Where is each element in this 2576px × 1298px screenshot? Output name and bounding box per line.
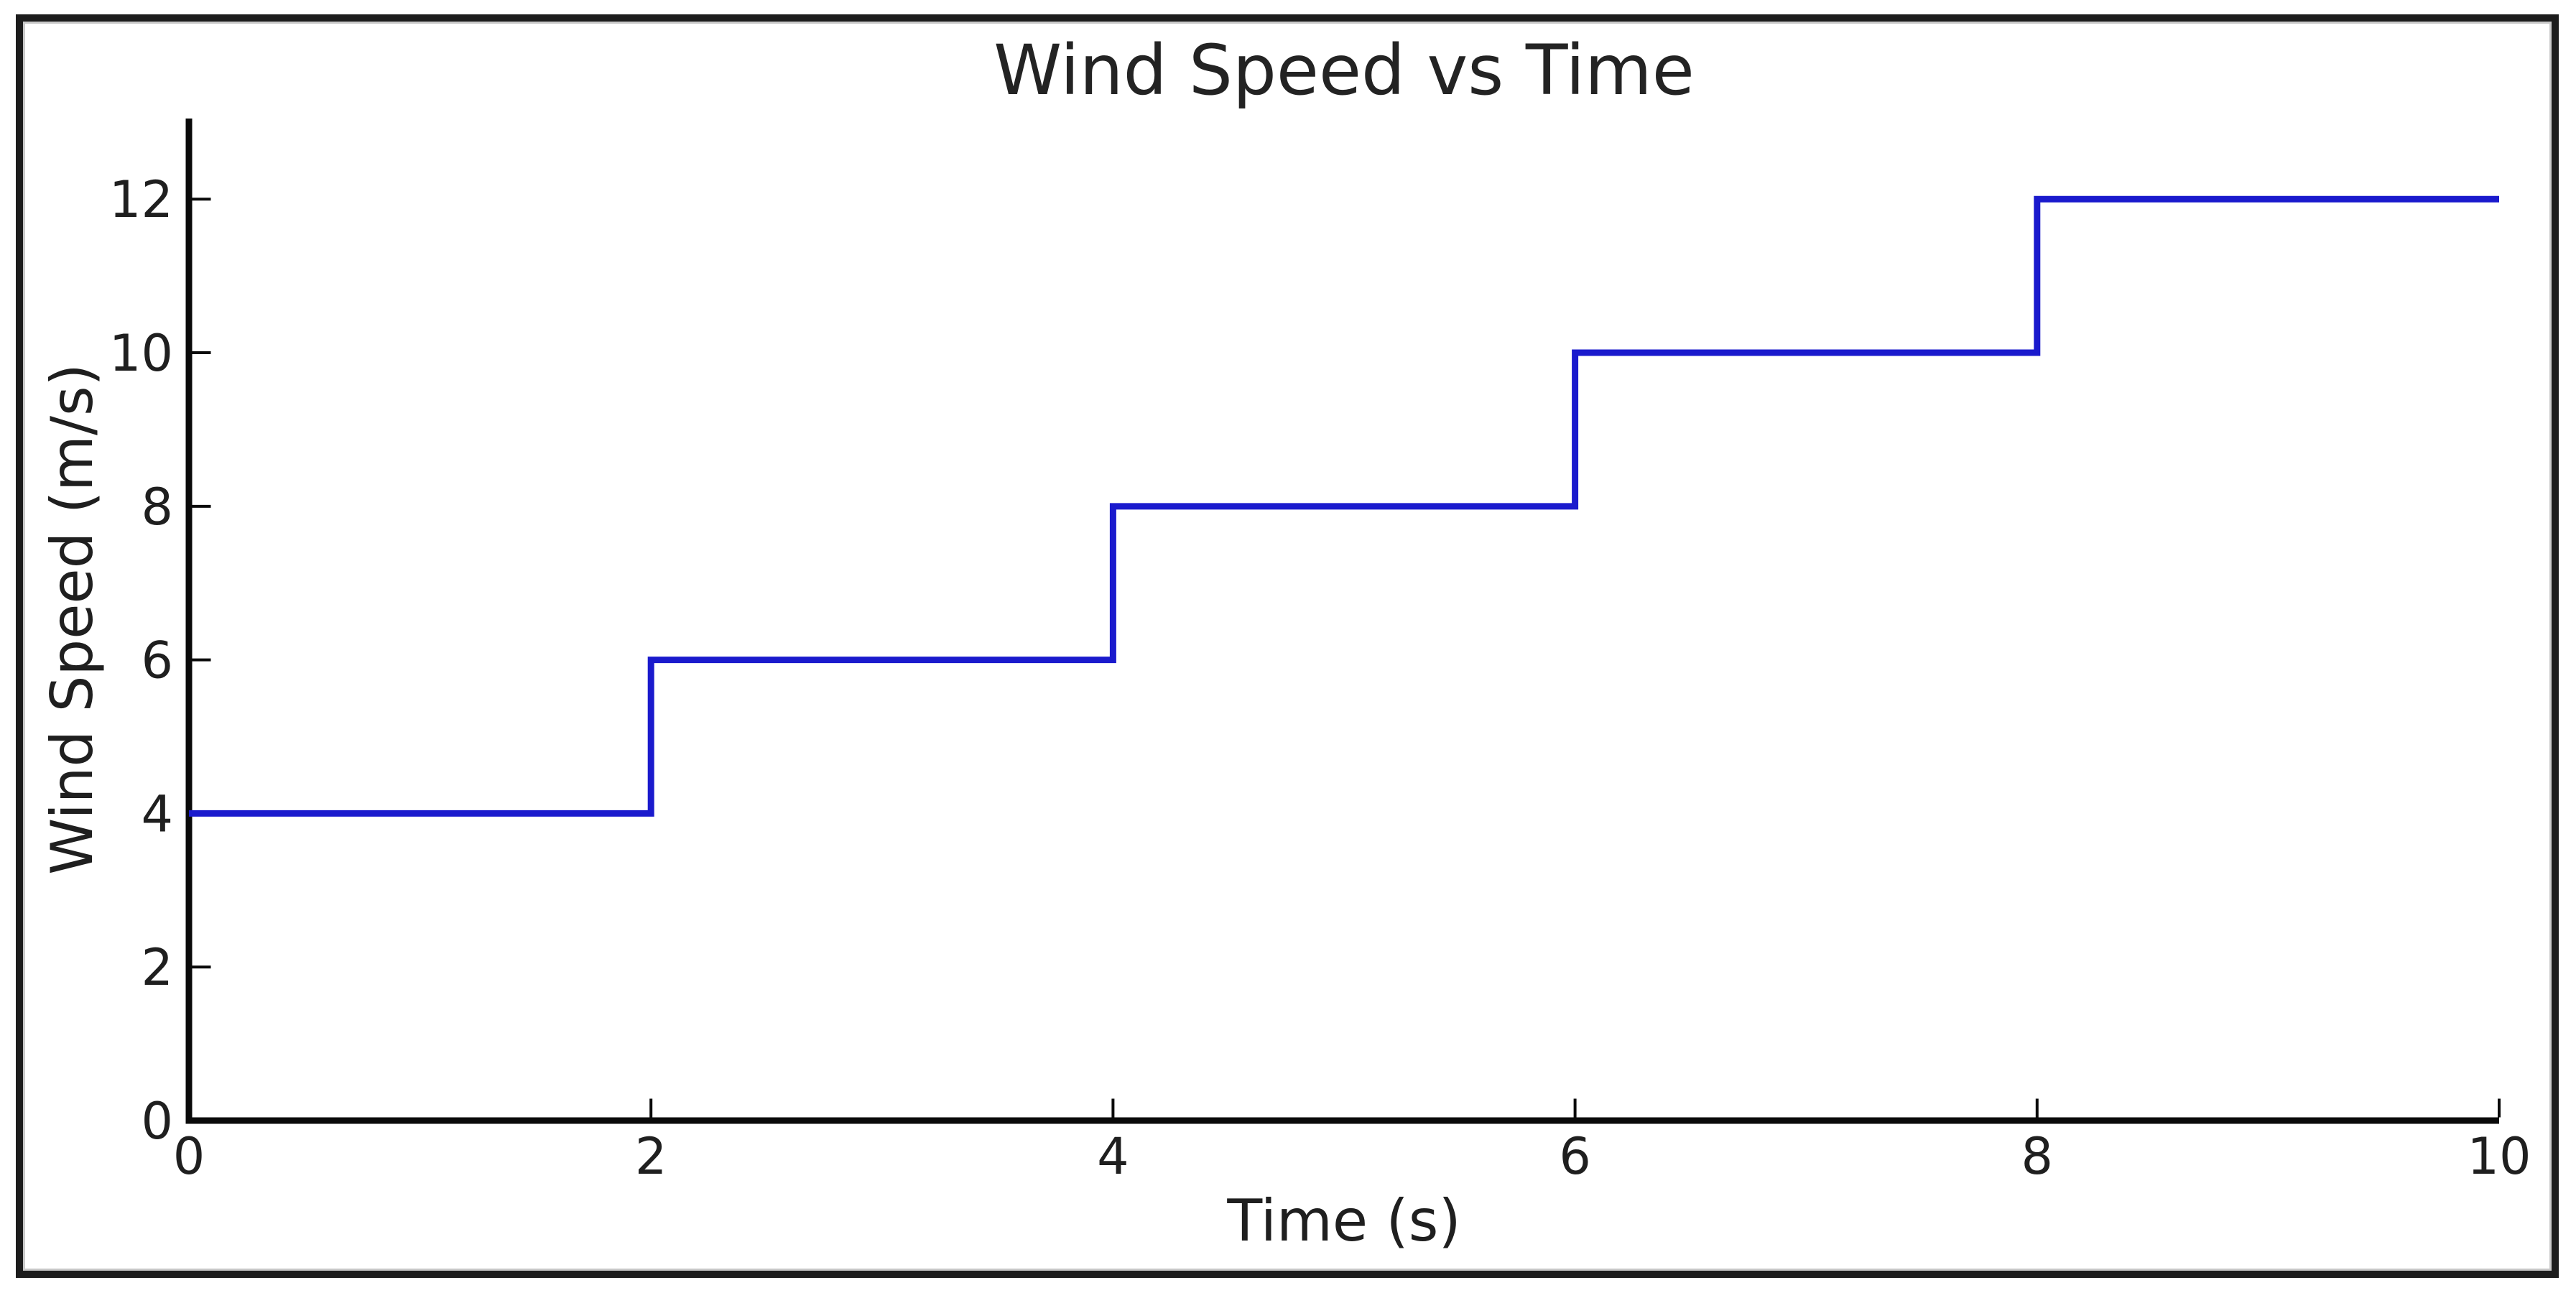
y-tick-label: 2 <box>141 938 173 997</box>
x-tick-label: 0 <box>173 1127 205 1186</box>
y-tick-label: 8 <box>141 478 173 537</box>
wind-speed-line <box>189 195 2499 817</box>
chart-title: Wind Speed vs Time <box>993 30 1695 111</box>
x-tick-label: 10 <box>2467 1127 2531 1186</box>
x-tick-label: 6 <box>1559 1127 1591 1186</box>
x-tick-label: 2 <box>635 1127 667 1186</box>
x-axis-label: Time (s) <box>1227 1187 1461 1254</box>
y-tick-label: 12 <box>109 170 173 229</box>
x-tick-label: 8 <box>2021 1127 2054 1186</box>
y-tick-label: 4 <box>141 784 173 843</box>
y-tick-label: 6 <box>141 631 173 690</box>
y-tick-label: 0 <box>141 1092 173 1151</box>
y-tick-label: 10 <box>109 324 173 383</box>
x-tick-label: 4 <box>1097 1127 1129 1186</box>
